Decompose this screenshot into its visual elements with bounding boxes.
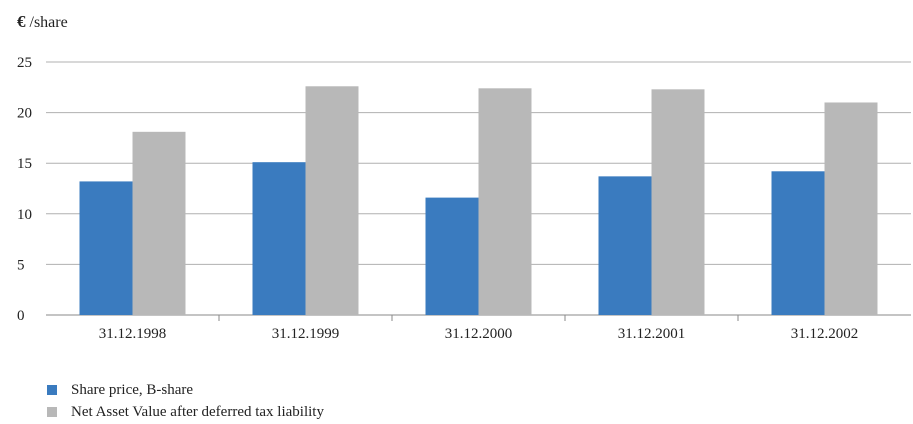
y-tick-label: 5	[17, 257, 25, 273]
y-tick-label: 20	[17, 106, 32, 122]
y-axis-unit-label: € /share	[17, 12, 68, 32]
legend-label-nav: Net Asset Value after deferred tax liabi…	[71, 403, 324, 420]
bar-nav	[651, 89, 705, 315]
legend-swatch-share-price	[47, 385, 57, 395]
legend: Share price, B-share Net Asset Value aft…	[47, 380, 324, 424]
legend-item-nav: Net Asset Value after deferred tax liabi…	[47, 402, 324, 422]
y-tick-label: 15	[17, 156, 32, 172]
legend-label-share-price: Share price, B-share	[71, 381, 194, 398]
bar-nav	[478, 88, 532, 315]
bar-share-price	[771, 171, 825, 315]
x-tick-label: 31.12.2002	[791, 326, 859, 342]
x-tick-label: 31.12.2000	[445, 326, 513, 342]
bar-share-price	[252, 162, 306, 315]
bar-share-price	[79, 181, 133, 315]
x-tick-label: 31.12.1999	[272, 326, 340, 342]
y-tick-label: 0	[17, 308, 25, 324]
x-tick-label: 31.12.2001	[618, 326, 686, 342]
bar-share-price	[598, 176, 652, 315]
unit-text: /share	[29, 14, 68, 31]
y-tick-label: 10	[17, 207, 32, 223]
bar-share-price	[425, 197, 479, 315]
legend-swatch-nav	[47, 407, 57, 417]
x-tick-label: 31.12.1998	[99, 326, 167, 342]
bar-nav	[305, 86, 359, 316]
bar-nav	[824, 102, 878, 315]
euro-symbol: €	[17, 12, 26, 31]
legend-item-share-price: Share price, B-share	[47, 380, 324, 400]
y-tick-label: 25	[17, 55, 32, 71]
bar-nav	[132, 131, 186, 315]
